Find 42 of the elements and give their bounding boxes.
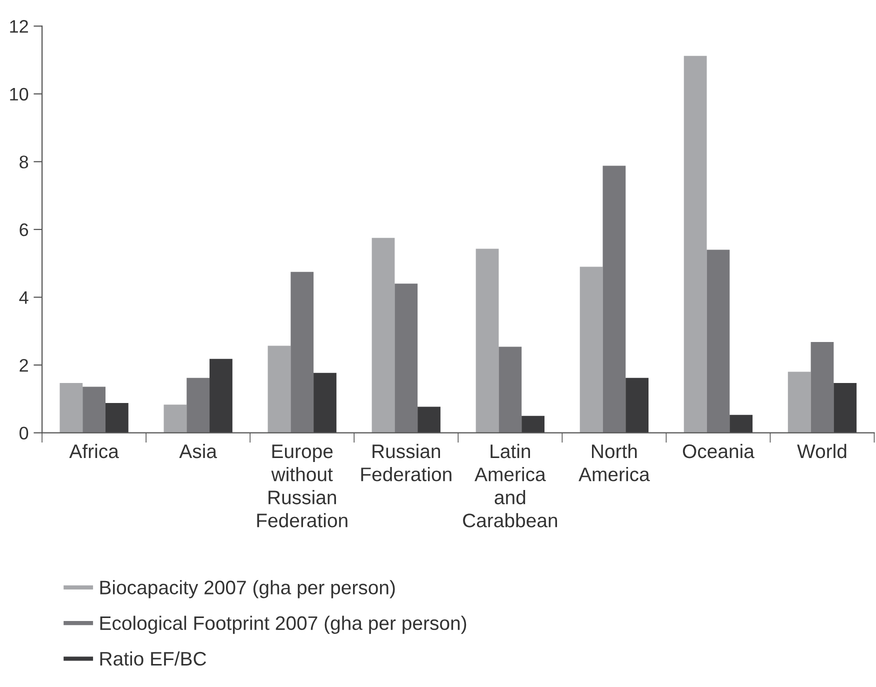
legend-label: Ratio EF/BC xyxy=(100,651,206,666)
bar xyxy=(522,416,544,433)
y-tick-label: 4 xyxy=(19,291,28,304)
legend-label: Ecological Footprint 2007 (gha per person) xyxy=(100,616,466,634)
x-tick-label: Africa xyxy=(69,444,119,458)
bar xyxy=(602,166,626,433)
x-tick-label: Asia xyxy=(179,444,217,458)
bar xyxy=(706,250,730,433)
bar xyxy=(788,372,811,433)
bar xyxy=(810,342,834,433)
bar xyxy=(626,378,649,433)
x-tick-label: Russian Federation xyxy=(361,444,452,482)
x-tick-label: North America xyxy=(578,444,650,482)
bar xyxy=(290,272,314,433)
bar xyxy=(418,406,440,433)
y-tick-label: 8 xyxy=(20,156,28,168)
y-tick-label: 6 xyxy=(20,223,28,236)
bar xyxy=(164,404,187,433)
bar xyxy=(372,238,395,433)
bar xyxy=(106,402,128,433)
bar xyxy=(60,382,83,433)
x-tick-label: Oceania xyxy=(682,444,754,458)
x-tick-label: World xyxy=(797,444,846,458)
bar xyxy=(476,248,499,433)
y-tick-label: 12 xyxy=(10,20,28,33)
bar xyxy=(684,56,707,433)
x-tick-label: Latin America and Carabbean xyxy=(463,444,558,528)
bar xyxy=(834,382,857,433)
bar xyxy=(186,378,210,433)
x-tick-label: Europe without Russian Federation xyxy=(257,444,348,528)
y-tick-label: 0 xyxy=(20,426,28,440)
legend-label: Biocapacity 2007 (gha per person) xyxy=(100,580,395,598)
bar xyxy=(394,284,418,433)
bar xyxy=(210,358,232,433)
bar xyxy=(268,346,291,433)
bar xyxy=(314,372,336,433)
bar xyxy=(730,414,753,433)
bar xyxy=(498,346,522,433)
bar xyxy=(580,266,603,433)
bar xyxy=(82,386,106,433)
y-tick-label: 2 xyxy=(20,358,28,372)
y-tick-label: 10 xyxy=(10,88,28,101)
